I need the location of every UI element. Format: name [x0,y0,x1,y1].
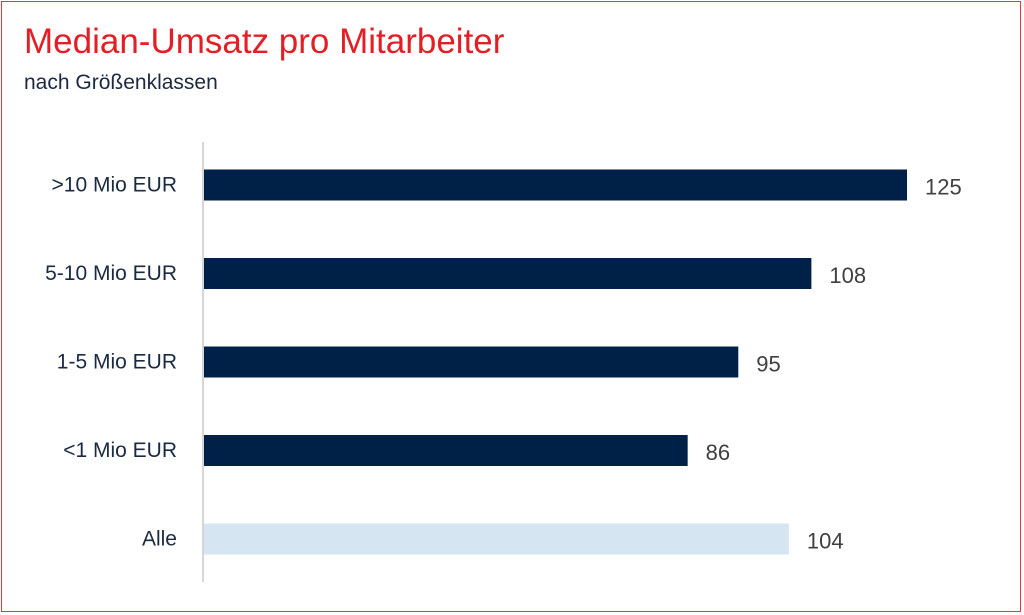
category-label-3: <1 Mio EUR [63,439,177,462]
category-label-0: >10 Mio EUR [52,174,177,197]
chart-title: Median-Umsatz pro Mitarbeiter [24,22,505,61]
bar-4 [204,523,789,555]
bar-0 [204,169,907,201]
bar-2 [204,346,739,378]
category-label-2: 1-5 Mio EUR [57,351,177,374]
value-label-2: 95 [756,352,780,377]
value-label-1: 108 [829,263,866,288]
bars-group: >10 Mio EUR 125 5-10 Mio EUR 108 1-5 Mio EUR… [45,169,962,555]
value-label-3: 86 [706,440,730,465]
bar-3 [204,435,688,466]
bar-1 [204,258,812,289]
value-label-0: 125 [925,175,962,200]
category-label-4: Alle [142,528,177,551]
category-label-1: 5-10 Mio EUR [45,262,177,285]
chart-subtitle: nach Größenklassen [24,71,218,94]
value-label-4: 104 [807,529,844,554]
